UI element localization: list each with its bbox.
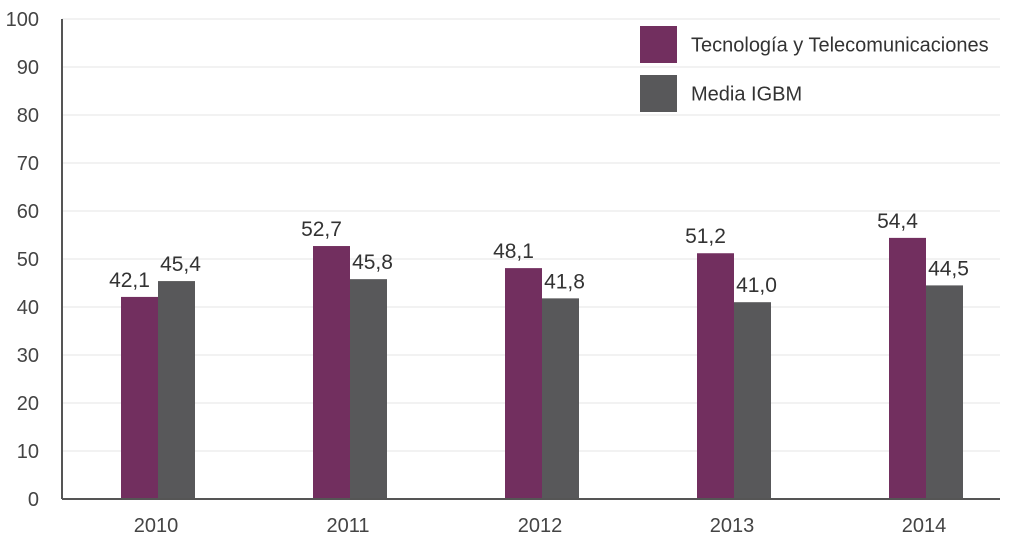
x-tick-label-2011: 2011	[326, 515, 369, 535]
bar-tecnologia-2010	[121, 296, 158, 499]
bar-media-igbm-2010	[158, 281, 195, 499]
x-tick-label-2012: 2012	[518, 515, 563, 535]
y-tick-label-100: 100	[6, 9, 39, 31]
legend-label-tecnologia: Tecnología y Telecomunicaciones	[691, 35, 989, 57]
data-label-tecnologia-2011: 52,7	[301, 218, 342, 241]
y-tick-label-40: 40	[17, 297, 39, 319]
legend-swatch-media-igbm	[640, 75, 677, 112]
bar-tecnologia-2012	[505, 268, 542, 499]
y-tick-label-90: 90	[17, 57, 39, 79]
legend: Tecnología y Telecomunicaciones Media IGB…	[640, 26, 989, 112]
legend-label-media-igbm: Media IGBM	[691, 84, 802, 106]
bar-media-igbm-2012	[542, 298, 579, 499]
bar-tecnologia-2013	[697, 253, 734, 499]
data-label-media-igbm-2012: 41,8	[544, 270, 585, 293]
bar-tecnologia-2014	[889, 237, 926, 499]
data-label-tecnologia-2012: 48,1	[493, 240, 534, 263]
x-tick-label-2013: 2013	[710, 515, 755, 535]
y-tick-label-0: 0	[28, 489, 39, 511]
bar-media-igbm-2013	[734, 302, 771, 499]
y-tick-label-10: 10	[17, 441, 39, 463]
data-label-tecnologia-2014: 54,4	[877, 210, 918, 233]
data-label-media-igbm-2014: 44,5	[928, 257, 969, 280]
y-tick-label-60: 60	[17, 201, 39, 223]
data-labels: 42,1 45,4 52,7 45,8 48,1 41,8 51,2 41,0 54,4 44,5	[109, 210, 969, 297]
bar-media-igbm-2011	[350, 279, 387, 499]
x-tick-label-2010: 2010	[134, 515, 179, 535]
y-tick-label-80: 80	[17, 105, 39, 127]
bar-media-igbm-2014	[926, 285, 963, 499]
axes: 0 10 20 30 40 50 60 70 80 90 100 2010 2011 2012 2013 20…	[6, 9, 1000, 537]
x-tick-label-2014: 2014	[902, 515, 947, 535]
legend-swatch-tecnologia	[640, 26, 677, 63]
gridlines	[62, 18, 1000, 452]
data-label-media-igbm-2010: 45,4	[160, 253, 201, 276]
y-tick-label-20: 20	[17, 393, 39, 415]
bars	[121, 237, 963, 499]
data-label-media-igbm-2011: 45,8	[352, 251, 393, 274]
bar-tecnologia-2011	[313, 246, 350, 499]
data-label-tecnologia-2013: 51,2	[685, 225, 726, 248]
y-tick-label-30: 30	[17, 345, 39, 367]
y-tick-label-70: 70	[17, 153, 39, 175]
data-label-media-igbm-2013: 41,0	[736, 274, 777, 297]
data-label-tecnologia-2010: 42,1	[109, 269, 150, 292]
y-tick-label-50: 50	[17, 249, 39, 271]
